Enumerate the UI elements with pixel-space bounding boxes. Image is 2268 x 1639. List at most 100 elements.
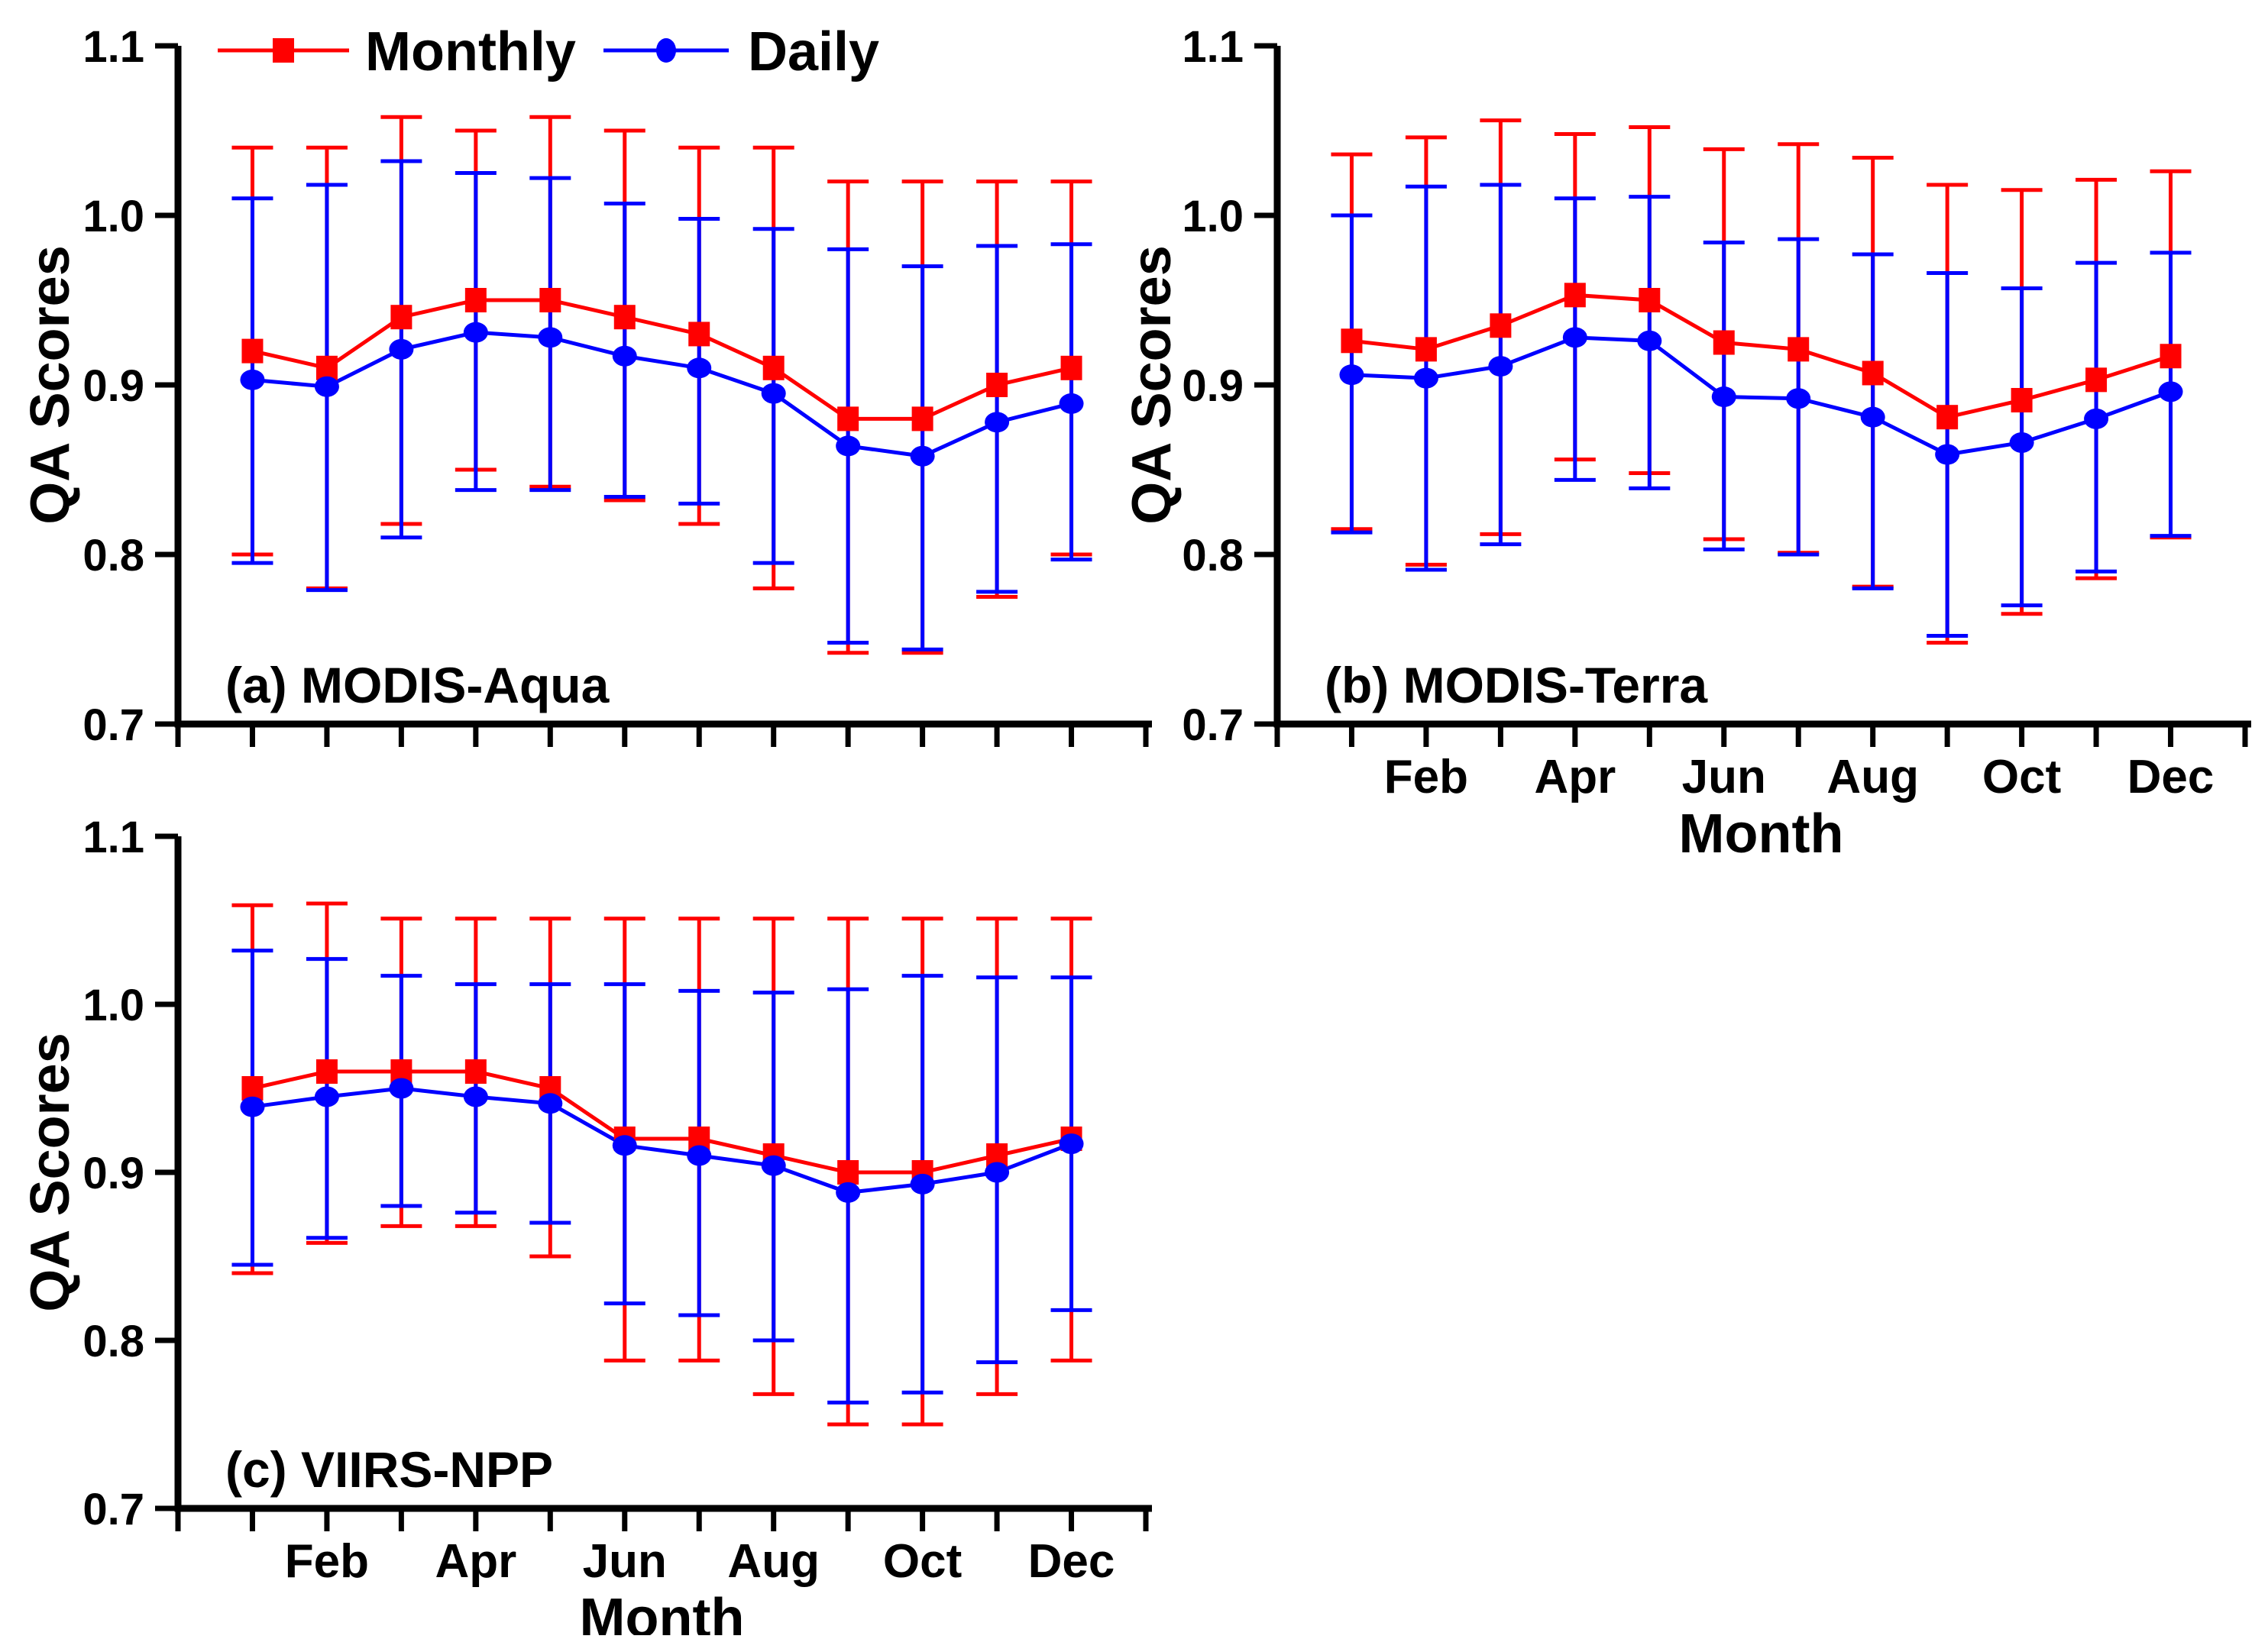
monthly-marker [1341,328,1363,354]
monthly-error-bars [1331,118,2192,645]
monthly-line [1351,293,2172,419]
monthly-marker [315,355,338,380]
daily-marker [1786,388,1811,409]
daily-marker [1860,406,1885,428]
monthly-marker [2011,387,2033,412]
monthly-marker [1936,405,1959,430]
y-tick-label: 1.0 [83,192,144,241]
y-tick-label: 1.0 [1182,192,1244,241]
monthly-marker [464,288,487,312]
daily-marker [910,445,935,467]
daily-marker [2009,432,2034,453]
y-tick-label: 1.0 [83,981,144,1030]
daily-marker [1413,367,1438,389]
daily-marker [612,345,637,367]
monthly-marker [1862,360,1884,386]
daily-marker [389,1078,414,1099]
daily-marker [240,369,265,390]
daily-marker [612,1135,637,1156]
monthly-marker [2085,367,2108,393]
daily-marker [1488,356,1513,377]
daily-marker [687,1145,712,1166]
x-tick-label: Dec [1028,1535,1115,1588]
y-tick-label: 0.9 [83,1149,144,1198]
daily-marker [463,1086,488,1107]
daily-marker [1059,1133,1084,1155]
monthly-marker [1060,355,1082,380]
panel-b: 1.1 1.0 0.9 0.8 0.7 Feb Apr Jun Aug Oct Dec QA Scor… [1121,22,2251,865]
x-tick-label: Apr [1534,751,1616,803]
daily-marker [910,1173,935,1194]
daily-marker [314,376,339,397]
daily-marker [761,383,786,404]
daily-marker [1562,327,1587,348]
monthly-line [251,298,1073,421]
y-axis-title: QA Scores [1121,245,1183,524]
daily-marker [389,338,414,360]
daily-error-bars [231,949,1092,1405]
monthly-marker [911,406,933,432]
x-tick-label: Oct [1982,751,2061,803]
daily-marker [836,1182,861,1203]
legend-monthly-marker [273,38,294,63]
daily-line [1351,335,2172,457]
y-axis-title: QA Scores [20,245,81,524]
y-tick-label: 0.8 [83,1317,144,1366]
y-tick-label: 0.9 [83,361,144,411]
monthly-marker [1564,283,1586,308]
x-tick-label: Oct [883,1535,962,1588]
daily-marker [1637,330,1662,351]
daily-marker [1711,386,1736,408]
daily-error-bars [231,159,1092,651]
monthly-markers [1341,283,2182,430]
monthly-marker [1713,330,1735,355]
x-axis-title: Month [580,1588,745,1635]
x-tick-label: Dec [2127,751,2215,803]
daily-marker [2158,381,2183,402]
y-axis-title: QA Scores [20,1033,81,1311]
daily-marker [836,435,861,457]
daily-marker [2084,408,2109,429]
monthly-marker [1788,337,1810,362]
legend-daily-label: Daily [748,21,879,82]
monthly-marker [986,373,1008,397]
daily-marker [1339,364,1364,386]
x-tick-label: Aug [727,1535,820,1588]
monthly-marker [762,355,785,380]
daily-line [252,330,1073,458]
monthly-marker [688,322,710,347]
daily-error-bars [1331,183,2192,638]
daily-marker [240,1096,265,1117]
monthly-marker [539,288,561,312]
monthly-marker [837,1160,859,1185]
panel-label: (a) MODIS-Aqua [225,657,610,713]
monthly-marker [390,305,413,330]
monthly-marker [1415,337,1437,362]
y-tick-label: 0.8 [83,531,144,580]
y-tick-label: 1.1 [83,22,144,72]
monthly-marker [315,1059,338,1084]
daily-markers [240,322,1084,467]
monthly-marker [241,1076,264,1101]
panel-c: 1.1 1.0 0.9 0.8 0.7 Feb Apr Jun Aug Oct Dec QA Scor… [20,813,1152,1639]
x-tick-label: Jun [583,1535,667,1588]
daily-line [252,1086,1073,1194]
x-tick-label: Aug [1826,751,1919,803]
y-tick-label: 1.1 [83,813,144,862]
monthly-marker [613,305,636,330]
monthly-marker [1639,288,1661,312]
daily-marker [761,1155,786,1176]
monthly-markers [241,288,1082,432]
panel-a: 1.1 1.0 0.9 0.8 0.7 QA Scores (a) MODIS-Aqua Mo… [20,21,1152,750]
monthly-error-bars [231,115,1092,655]
monthly-line [251,1069,1073,1175]
x-tick-label: Jun [1682,751,1766,803]
x-tick-label: Feb [285,1535,369,1588]
x-tick-label: Apr [435,1535,516,1588]
daily-marker [463,322,488,343]
monthly-marker [1490,313,1512,338]
panel-label: (b) MODIS-Terra [1325,657,1708,713]
monthly-marker [241,338,264,364]
monthly-marker [464,1059,487,1084]
